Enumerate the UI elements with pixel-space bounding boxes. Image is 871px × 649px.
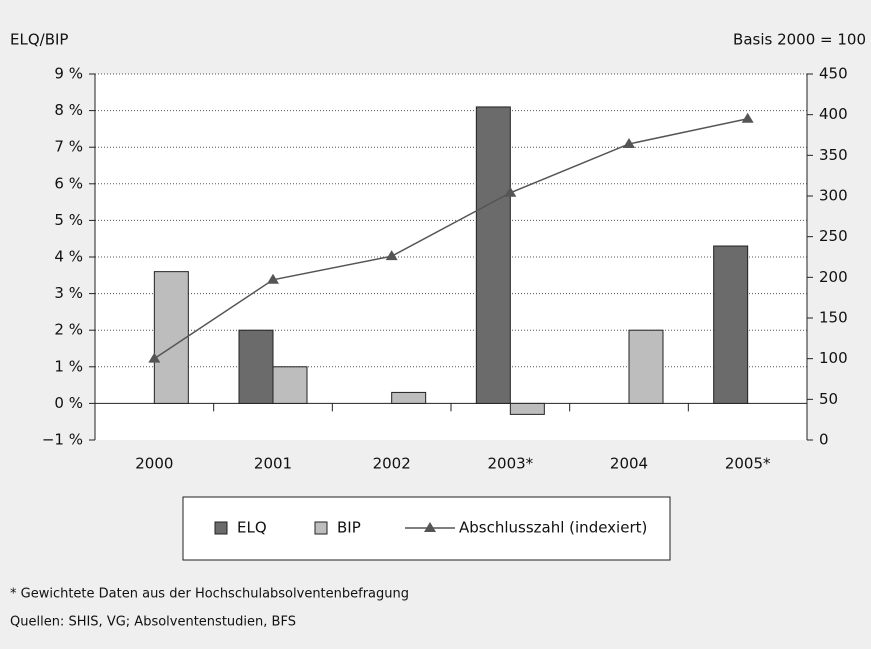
footnote: * Gewichtete Daten aus der Hochschulabso… [10,587,409,602]
bar [153,271,189,404]
x-tick-label: 2003* [487,455,533,473]
line-marker [385,250,398,261]
y2-tick-label: 0 [819,431,829,449]
line-marker [504,186,517,197]
legend-swatch [214,521,228,535]
bar [628,329,664,404]
y2-tick-label: 400 [819,105,848,123]
y-tick-label: 5 % [54,211,83,229]
bar [238,329,274,404]
y2-tick-label: 150 [819,309,848,327]
legend-label: Abschlusszahl (indexiert) [459,519,647,537]
y2-tick-label: 450 [819,65,848,83]
legend-label: BIP [337,519,361,537]
bar [509,402,545,415]
y-tick-label: 8 % [54,101,83,119]
bar [272,366,308,404]
y2-tick-label: 100 [819,349,848,367]
y-tick-label: −1 % [42,431,83,449]
y-tick-label: 6 % [54,174,83,192]
x-tick-label: 2005* [725,455,771,473]
y2-axis-title: Basis 2000 = 100 [733,31,866,49]
line-marker [623,137,635,148]
y-tick-label: 0 % [54,394,83,412]
y2-tick-label: 250 [819,227,848,245]
line-marker [148,352,161,363]
x-tick-label: 2000 [135,455,173,473]
legend-label: ELQ [237,519,267,537]
x-tick-label: 2002 [373,455,411,473]
legend-marker [424,522,436,532]
line-marker [267,273,279,284]
y-tick-label: 7 % [54,138,83,156]
bar [391,391,427,404]
x-tick-label: 2004 [610,455,648,473]
y2-tick-label: 50 [819,390,838,408]
y-axis-title: ELQ/BIP [10,31,68,49]
y2-tick-label: 350 [819,146,848,164]
plot-area [95,74,807,440]
y-tick-label: 1 % [54,357,83,375]
bar [713,245,749,404]
y2-tick-label: 300 [819,187,848,205]
line-marker [741,112,754,123]
legend-swatch [314,521,328,535]
y-tick-label: 4 % [54,248,83,266]
y-tick-label: 2 % [54,321,83,339]
y-tick-label: 3 % [54,284,83,302]
x-tick-label: 2001 [254,455,292,473]
line [153,117,748,360]
bar [475,106,511,404]
y-tick-label: 9 % [54,65,83,83]
y2-tick-label: 200 [819,268,848,286]
footnote: Quellen: SHIS, VG; Absolventenstudien, B… [10,615,296,630]
